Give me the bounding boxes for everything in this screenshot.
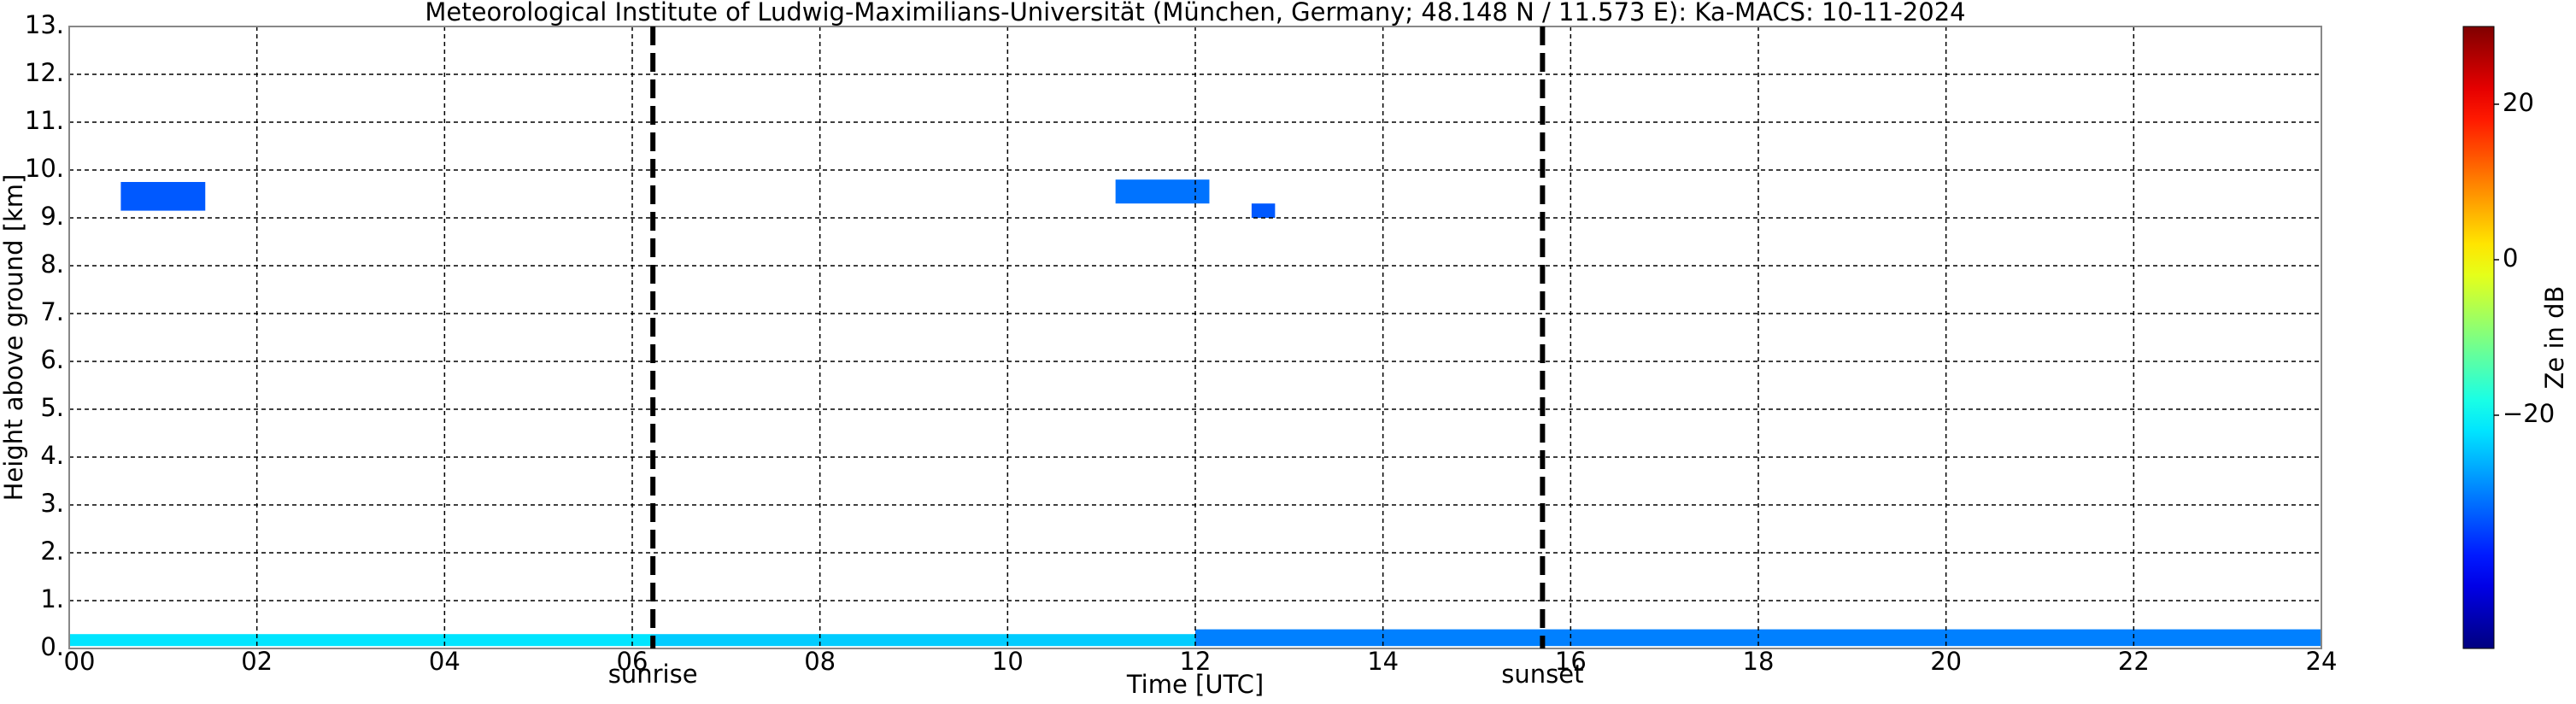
y-tick-label: 6. — [40, 345, 64, 374]
x-tick-label: 08 — [804, 647, 836, 676]
colorbar-tick-label: 20 — [2503, 88, 2534, 117]
y-tick-label: 11. — [25, 106, 64, 135]
y-tick-label: 10. — [25, 154, 64, 183]
x-tick-label: 22 — [2118, 647, 2150, 676]
y-tick-label: 1. — [40, 584, 64, 613]
x-tick-label: 06 — [617, 647, 648, 676]
y-axis-label: Height above ground [km] — [0, 174, 28, 502]
y-tick-label: 3. — [40, 489, 64, 518]
radar-echo — [69, 634, 651, 647]
y-tick-label: 8. — [40, 249, 64, 279]
colorbar-label: Ze in dB — [2540, 286, 2569, 390]
x-tick-label: 20 — [1930, 647, 1962, 676]
colorbar-tick-label: 0 — [2503, 243, 2518, 273]
radar-echo — [1115, 179, 1210, 204]
colorbar-tick-label: −20 — [2503, 399, 2555, 428]
annotation-label: sunrise — [608, 660, 698, 689]
x-axis-label: Time [UTC] — [1126, 670, 1264, 699]
y-tick-label: 7. — [40, 297, 64, 326]
radar-echo — [650, 634, 1195, 647]
x-tick-label: 10 — [992, 647, 1024, 676]
chart-title: Meteorological Institute of Ludwig-Maxim… — [425, 0, 1965, 26]
y-tick-label: 12. — [25, 58, 64, 87]
x-tick-label: 24 — [2306, 647, 2338, 676]
y-tick-label: 9. — [40, 202, 64, 231]
y-tick-label: 2. — [40, 537, 64, 566]
radar-echo — [1251, 203, 1276, 218]
annotation-label: sunset — [1501, 660, 1583, 689]
y-tick-label: 5. — [40, 393, 64, 422]
x-tick-label: 18 — [1743, 647, 1775, 676]
colorbar — [2462, 26, 2495, 649]
y-tick-label: 4. — [40, 441, 64, 470]
x-tick-label: 02 — [241, 647, 273, 676]
x-tick-label: 00 — [64, 647, 96, 676]
x-tick-label: 04 — [429, 647, 461, 676]
y-tick-label: 13. — [25, 10, 64, 39]
plot-frame — [68, 26, 2322, 649]
x-tick-label: 16 — [1555, 647, 1587, 676]
y-tick-label: 0. — [40, 632, 64, 661]
radar-echo — [120, 182, 206, 211]
x-tick-label: 14 — [1367, 647, 1399, 676]
x-tick-label: 12 — [1180, 647, 1212, 676]
